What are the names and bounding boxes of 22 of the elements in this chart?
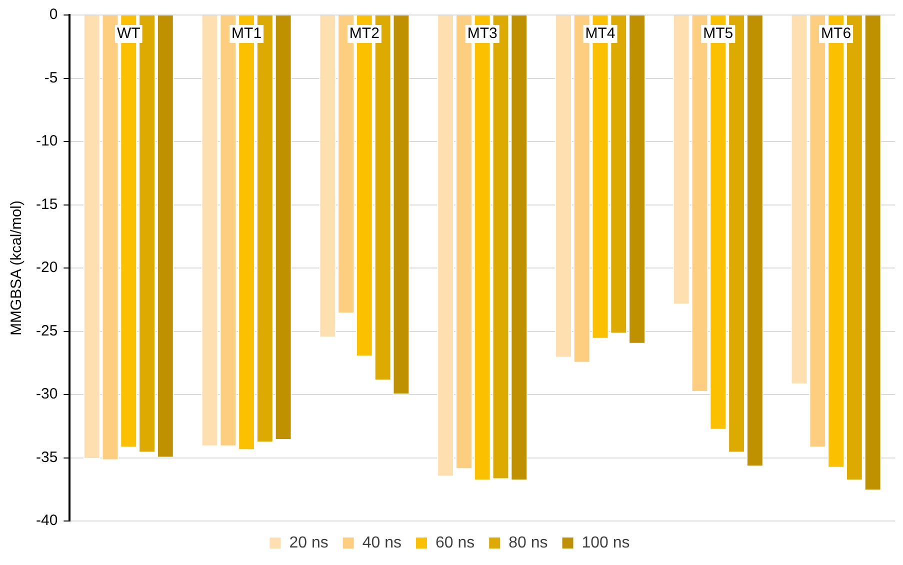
y-tick-label: -35	[36, 448, 58, 466]
legend-label: 100 ns	[582, 534, 630, 552]
y-axis-title: MMGBSA (kcal/mol)	[8, 200, 26, 336]
x-tick-label: MT5	[703, 25, 734, 42]
legend-label: 40 ns	[362, 534, 402, 552]
y-tick-label: -5	[44, 69, 58, 86]
y-tick-label: -10	[36, 132, 58, 150]
y-tick-label: -25	[36, 322, 58, 340]
legend-label: 60 ns	[435, 534, 475, 552]
x-tick-label: MT1	[232, 25, 262, 42]
x-tick-label: MT4	[585, 25, 616, 42]
y-tick-label: -20	[36, 259, 58, 276]
y-tick-label: -30	[36, 386, 58, 403]
y-tick-label: -15	[36, 196, 58, 213]
y-tick-label: 0	[49, 6, 58, 24]
x-tick-label: MT3	[467, 25, 498, 42]
x-tick-label: MT6	[821, 25, 852, 42]
x-tick-label: WT	[116, 25, 140, 42]
x-tick-label: MT2	[349, 25, 380, 42]
y-tick-label: -40	[36, 512, 58, 530]
legend-label: 80 ns	[508, 534, 548, 552]
legend-label: 20 ns	[289, 534, 328, 552]
